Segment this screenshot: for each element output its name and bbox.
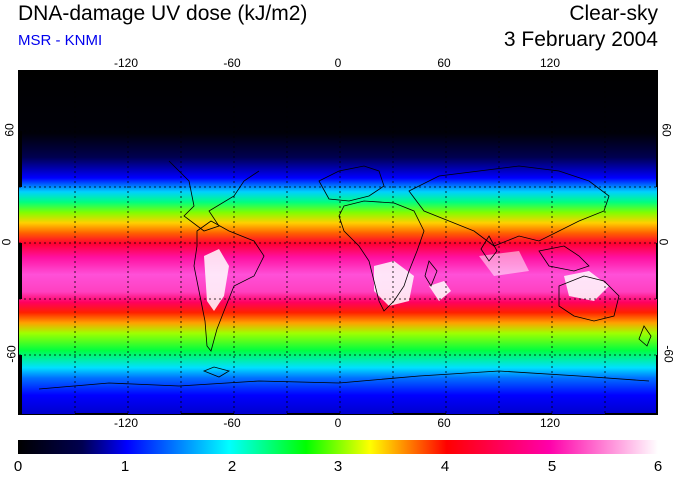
- frame-ticks: [19, 71, 657, 414]
- map-title: DNA-damage UV dose (kJ/m2): [18, 2, 308, 25]
- lon-label-bottom: -120: [113, 416, 139, 430]
- uv-dose-gradient: [19, 71, 657, 414]
- lon-label-top: 0: [334, 56, 342, 70]
- colorbar-label: 5: [547, 458, 557, 475]
- color-scale-bar: [18, 440, 658, 454]
- sky-condition: Clear-sky: [569, 2, 658, 25]
- colorbar-label: 3: [333, 458, 343, 475]
- graticule: [19, 71, 657, 414]
- colorbar-label: 4: [440, 458, 450, 475]
- lat-label-right: -60: [661, 345, 676, 363]
- lon-label-bottom: 0: [334, 416, 342, 430]
- uv-dose-map: [18, 70, 658, 415]
- lat-label-left: 60: [2, 123, 17, 137]
- high-dose-patches: [204, 249, 609, 311]
- lat-label-left: 0: [0, 238, 14, 246]
- coastlines: [38, 160, 652, 390]
- lat-label-right: 60: [659, 123, 674, 137]
- colorbar-label: 0: [13, 458, 23, 475]
- colorbar-label: 6: [653, 458, 663, 475]
- lon-label-top: -120: [113, 56, 139, 70]
- lon-label-top: 60: [437, 56, 451, 70]
- lon-label-bottom: 120: [539, 416, 561, 430]
- lon-label-top: -60: [223, 56, 241, 70]
- map-source: MSR - KNMI: [18, 32, 103, 49]
- lon-label-top: 120: [539, 56, 561, 70]
- lat-label-left: -60: [4, 345, 19, 363]
- lon-label-bottom: 60: [437, 416, 451, 430]
- map-date: 3 February 2004: [503, 28, 658, 51]
- colorbar-label: 1: [120, 458, 130, 475]
- lat-label-right: 0: [656, 238, 671, 246]
- lon-label-bottom: -60: [223, 416, 241, 430]
- colorbar-label: 2: [227, 458, 237, 475]
- uv-dose-field: [19, 71, 657, 414]
